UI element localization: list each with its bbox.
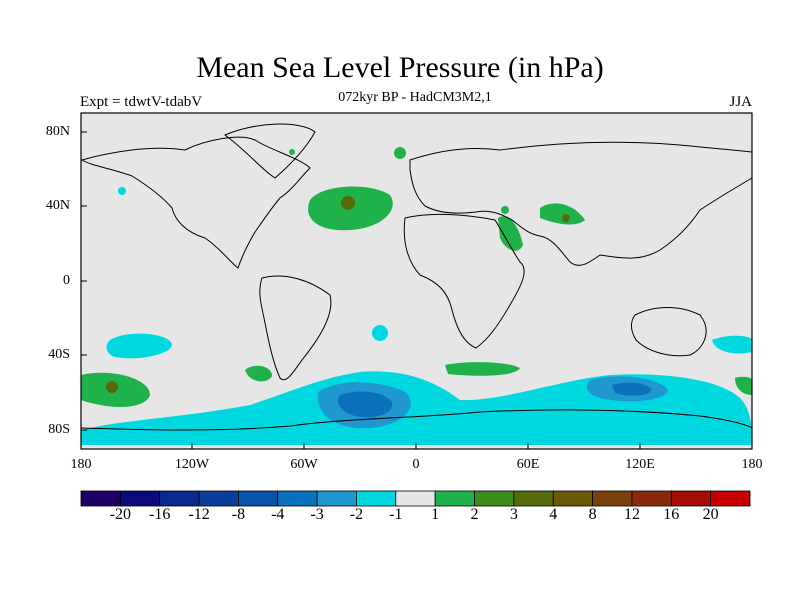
coastline-antarctica — [80, 409, 753, 431]
colorbar-swatch — [119, 490, 161, 507]
colorbar-tick-label: -12 — [188, 506, 210, 523]
colorbar-tick-label: 8 — [588, 506, 597, 523]
colorbar-tick-label: 12 — [623, 506, 640, 523]
colorbar-tick-label: 20 — [702, 506, 719, 523]
colorbar-tick-label: -3 — [310, 506, 324, 523]
colorbar-tick-label: -16 — [149, 506, 171, 523]
positive-anomaly-core — [106, 381, 118, 393]
positive-anomaly-small — [289, 149, 295, 155]
colorbar-swatch — [238, 490, 279, 507]
colorbar-tick-label: -2 — [349, 506, 364, 523]
lon-label-180w: 180 — [70, 457, 92, 472]
coastlines — [80, 123, 753, 431]
lon-label-0: 0 — [412, 457, 420, 472]
negative-anomaly-tasman — [712, 335, 752, 354]
negative-anomaly-small — [372, 325, 388, 341]
lon-label-60e: 60E — [516, 457, 540, 472]
colorbar-swatch — [670, 490, 712, 507]
colorbar-swatch — [631, 490, 672, 507]
lat-label-0: 0 — [63, 273, 70, 288]
colorbar — [80, 490, 751, 507]
positive-anomaly-central-asia — [540, 203, 585, 225]
positive-anomaly-east — [735, 376, 752, 395]
lat-label-40s: 40S — [48, 347, 70, 362]
lat-label-40n: 40N — [45, 198, 70, 213]
colorbar-swatch — [552, 490, 593, 507]
colorbar-swatch — [80, 490, 121, 507]
colorbar-swatch — [356, 490, 397, 507]
colorbar-tick-label: -8 — [231, 506, 246, 523]
negative-anomaly-center-atlantic — [338, 391, 393, 418]
map-ticks — [81, 131, 641, 449]
chart-title: Mean Sea Level Pressure (in hPa) — [196, 51, 604, 84]
colorbar-swatch — [592, 490, 633, 507]
lat-label-80s: 80S — [48, 422, 70, 437]
positive-anomaly-south-indian — [445, 362, 520, 376]
coastline-north-america — [80, 136, 311, 269]
chart-subtitle: 072kyr BP - HadCM3M2,1 — [338, 90, 492, 105]
colorbar-tick-label: 2 — [470, 506, 479, 523]
colorbar-tick-label: -20 — [109, 506, 131, 523]
colorbar-tick-label: -1 — [389, 506, 403, 523]
colorbar-tick-label: 4 — [549, 506, 558, 523]
positive-anomaly-core — [562, 214, 570, 222]
negative-anomaly-southern-ocean — [81, 371, 752, 445]
negative-anomaly-south-pacific — [106, 333, 172, 359]
colorbar-swatch — [710, 490, 751, 507]
positive-anomaly-small — [394, 147, 406, 159]
positive-anomaly-core — [341, 196, 355, 210]
positive-anomaly-south-america — [245, 365, 272, 382]
season-label: JJA — [729, 94, 752, 110]
positive-anomaly-arabia — [498, 216, 523, 251]
lon-label-120w: 120W — [174, 457, 210, 472]
colorbar-tick-label: 1 — [431, 506, 440, 523]
negative-anomaly-small — [118, 187, 126, 195]
colorbar-swatch — [474, 490, 515, 507]
coastline-eurasia — [409, 141, 753, 266]
colorbar-swatch — [277, 490, 318, 507]
lon-label-180e: 180 — [741, 457, 763, 472]
lon-label-60w: 60W — [290, 457, 318, 472]
colorbar-tick-label: -4 — [271, 506, 285, 523]
colorbar-swatch — [513, 490, 554, 507]
colorbar-swatch — [395, 490, 436, 507]
colorbar-tick-label: 16 — [663, 506, 680, 523]
coastline-africa — [403, 213, 525, 349]
colorbar-swatch — [198, 490, 239, 507]
coastline-greenland — [224, 123, 316, 179]
colorbar-tick-label: 3 — [509, 506, 518, 523]
colorbar-swatch — [316, 490, 357, 507]
colorbar-swatch — [434, 490, 475, 507]
experiment-label: Expt = tdwtV-tdabV — [80, 94, 203, 110]
anomaly-fields — [81, 147, 752, 445]
coastline-australia — [630, 307, 707, 357]
coastline-south-america — [259, 275, 332, 381]
lat-label-80n: 80N — [45, 124, 70, 139]
lon-label-120e: 120E — [625, 457, 655, 472]
negative-anomaly-center-indian — [612, 382, 652, 396]
positive-anomaly-small — [501, 206, 509, 214]
colorbar-swatch — [159, 490, 200, 507]
